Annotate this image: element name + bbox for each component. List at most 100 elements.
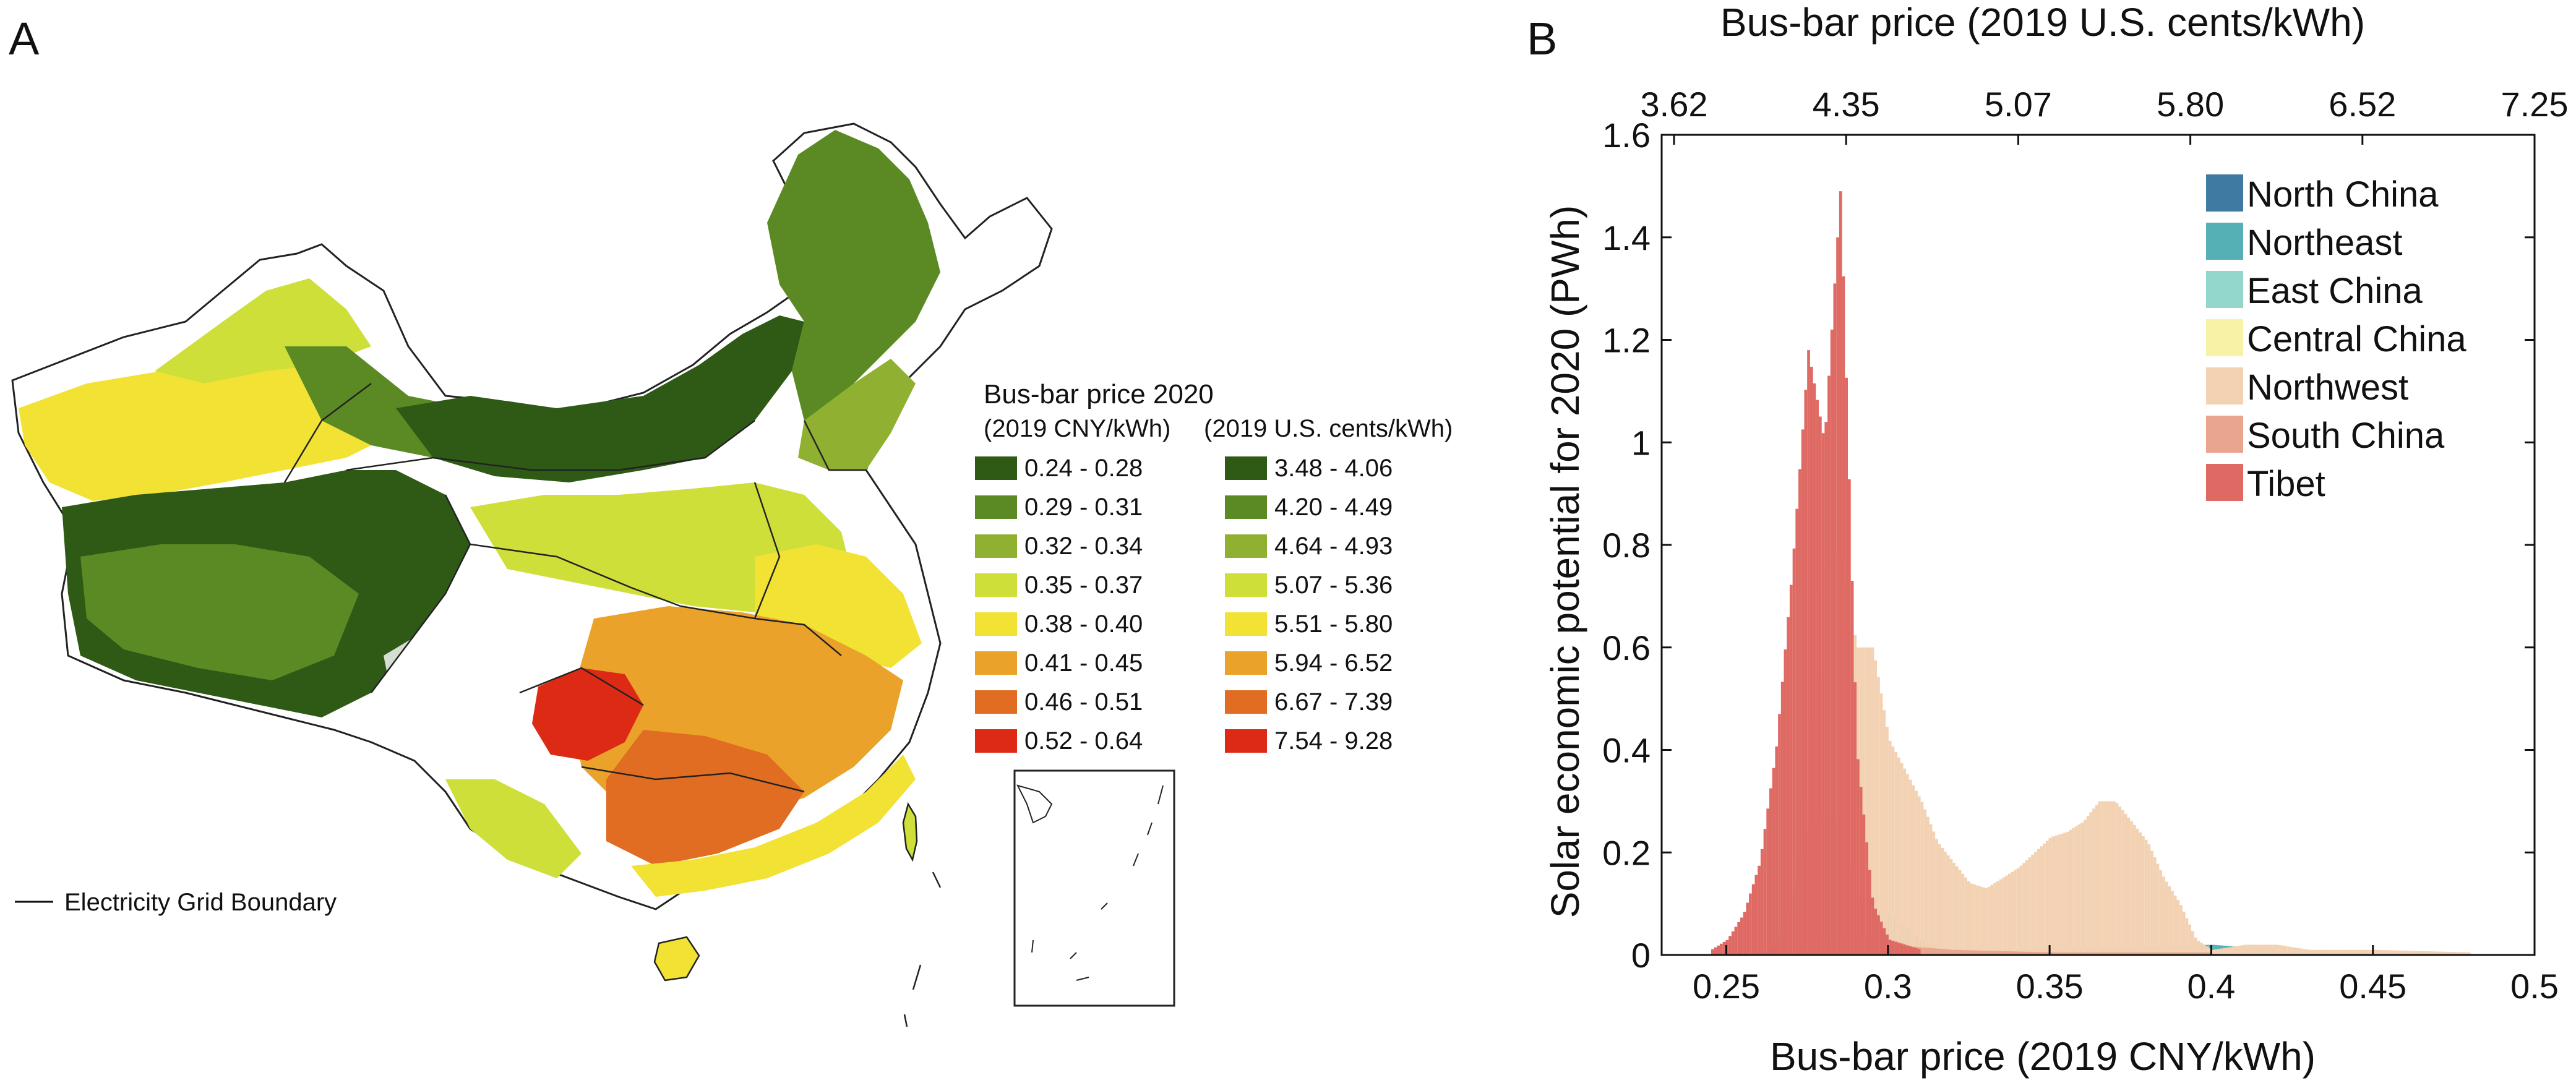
bar-4	[2110, 801, 2113, 956]
bar-4	[2019, 865, 2023, 955]
bar-5	[2188, 952, 2191, 955]
bar-5	[2113, 952, 2116, 955]
bar-5	[1978, 950, 1982, 955]
bar-4	[2083, 820, 2087, 955]
bar-4	[2171, 891, 2174, 955]
legend-label-cny-1: 0.29 - 0.31	[1024, 494, 1143, 521]
bar-4	[1935, 839, 1938, 955]
bar-6	[1775, 746, 1779, 955]
bar-4	[2301, 949, 2305, 955]
bar-4	[1877, 677, 1880, 955]
bar-5	[1958, 949, 1962, 955]
bar-4	[2458, 952, 2462, 955]
bar-4	[2462, 952, 2465, 955]
bar-6	[1824, 422, 1828, 955]
axis-ticks: 0.25 0.3 0.35 0.4 0.45 0.5 0 0.2 0.4 0.6 0.8 1 1.2 1.…	[1602, 85, 2568, 1006]
bar-6	[1769, 788, 1772, 955]
bar-4	[1952, 862, 1956, 955]
x-tick-label: 0.45	[2339, 967, 2406, 1006]
bar-4	[1932, 831, 1936, 955]
bar-4	[2162, 876, 2165, 955]
bar-5	[2159, 952, 2162, 955]
bar-6	[1749, 893, 1752, 955]
bar-4	[2025, 860, 2029, 955]
bar-5	[2051, 952, 2054, 955]
bar-4	[2270, 944, 2273, 955]
bar-4	[2080, 822, 2084, 955]
bar-4	[2179, 905, 2183, 955]
bar-5	[2098, 952, 2102, 955]
bar-5	[2197, 952, 2200, 955]
bar-4	[2447, 951, 2450, 955]
map-zone-yunnan-lightgreen	[445, 779, 582, 878]
legend-label-cny-3: 0.35 - 0.37	[1024, 571, 1143, 599]
bar-5	[2136, 952, 2139, 955]
series-legend-label: East China	[2247, 271, 2423, 311]
bar-4	[2465, 952, 2468, 955]
bar-4	[1903, 768, 1907, 955]
series-legend-swatch	[2206, 174, 2243, 212]
bar-4	[2113, 801, 2116, 956]
bar-6	[1792, 548, 1796, 955]
bar-4	[2202, 944, 2206, 955]
bar-4	[2441, 951, 2445, 955]
panel-b-label: B	[1527, 13, 1557, 64]
bar-6	[1798, 469, 1801, 955]
bar-4	[2258, 944, 2261, 955]
bar-5	[2028, 951, 2032, 955]
bar-4	[2045, 841, 2049, 955]
bar-4	[2200, 943, 2203, 955]
bar-4	[2308, 949, 2311, 955]
bar-4	[2418, 951, 2421, 955]
bar-6	[1816, 400, 1819, 955]
bar-5	[1999, 951, 2003, 955]
bar-4	[2354, 949, 2358, 955]
bar-6	[1871, 897, 1874, 955]
bar-4	[2421, 951, 2424, 955]
bar-5	[2191, 952, 2194, 955]
bar-4	[1897, 757, 1900, 955]
bar-6	[1886, 935, 1889, 955]
legend-label-cny-5: 0.41 - 0.45	[1024, 649, 1143, 677]
bar-4	[2296, 948, 2299, 955]
bar-4	[1981, 887, 1985, 955]
bar-5	[1923, 947, 1926, 955]
bar-4	[2209, 948, 2212, 955]
bar-4	[1891, 746, 1895, 955]
bar-4	[2011, 871, 2014, 955]
bar-4	[2034, 852, 2037, 955]
bar-6	[1731, 931, 1735, 955]
bar-5	[2209, 952, 2212, 955]
bar-5	[1932, 948, 1936, 955]
bar-4	[1929, 824, 1933, 955]
bar-4	[2412, 951, 2416, 955]
bar-4	[1874, 660, 1878, 955]
bar-5	[2083, 952, 2087, 955]
bar-4	[2176, 900, 2180, 955]
bar-4	[1888, 740, 1892, 955]
bar-4	[2066, 831, 2069, 955]
bar-6	[1912, 947, 1915, 955]
bar-5	[1964, 950, 1967, 955]
bar-4	[1886, 727, 1889, 955]
bar-4	[1923, 809, 1926, 955]
legend-swatch-cny-5	[975, 651, 1017, 675]
bar-4	[1883, 710, 1886, 955]
legend-swatch-cny-6	[975, 690, 1017, 714]
bar-6	[1879, 922, 1883, 955]
bar-6	[1906, 945, 1909, 955]
bar-4	[1900, 763, 1904, 955]
bar-4	[2337, 949, 2340, 955]
bar-6	[1720, 943, 1723, 955]
bar-4	[1990, 884, 1994, 955]
bar-4	[2249, 944, 2252, 955]
bar-4	[2127, 817, 2131, 955]
bar-5	[2011, 951, 2014, 955]
series-legend-label: North China	[2247, 174, 2439, 215]
map-zone-sichuan-red	[532, 668, 643, 761]
bar-6	[1917, 949, 1921, 955]
map-legend-header-usd: (2019 U.S. cents/kWh)	[1204, 415, 1453, 442]
series-legend-swatch	[2206, 367, 2243, 405]
bar-5	[1956, 949, 1959, 955]
